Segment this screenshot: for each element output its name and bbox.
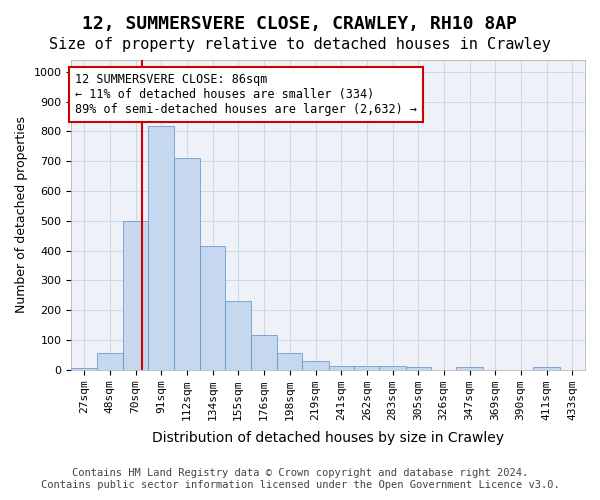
Bar — [456, 368, 483, 370]
Bar — [251, 336, 277, 370]
Bar — [200, 246, 225, 370]
Bar — [277, 352, 302, 370]
Bar — [302, 360, 329, 370]
Bar — [406, 368, 431, 370]
Bar — [379, 366, 406, 370]
Text: 12 SUMMERSVERE CLOSE: 86sqm
← 11% of detached houses are smaller (334)
89% of se: 12 SUMMERSVERE CLOSE: 86sqm ← 11% of det… — [75, 74, 417, 116]
Bar — [71, 368, 97, 370]
Bar — [533, 368, 560, 370]
Bar — [329, 366, 354, 370]
X-axis label: Distribution of detached houses by size in Crawley: Distribution of detached houses by size … — [152, 431, 504, 445]
Bar — [173, 158, 200, 370]
Text: Contains HM Land Registry data © Crown copyright and database right 2024.
Contai: Contains HM Land Registry data © Crown c… — [41, 468, 559, 490]
Y-axis label: Number of detached properties: Number of detached properties — [15, 116, 28, 314]
Bar — [148, 126, 173, 370]
Bar — [225, 301, 251, 370]
Bar — [123, 221, 148, 370]
Bar — [354, 366, 379, 370]
Text: 12, SUMMERSVERE CLOSE, CRAWLEY, RH10 8AP: 12, SUMMERSVERE CLOSE, CRAWLEY, RH10 8AP — [83, 15, 517, 33]
Text: Size of property relative to detached houses in Crawley: Size of property relative to detached ho… — [49, 38, 551, 52]
Bar — [97, 352, 123, 370]
